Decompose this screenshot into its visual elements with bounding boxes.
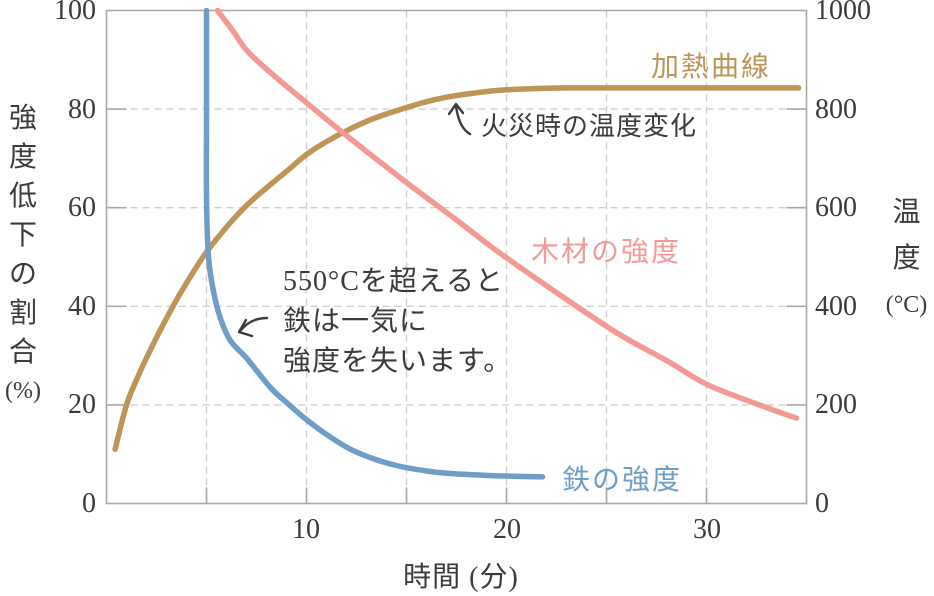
left-tick-label-80: 80 [68,94,96,125]
x-tick-label-30: 30 [693,514,721,545]
steel-annotation-line3: 強度を失います。 [283,346,513,377]
y-axis-title-right-char: 度 [892,243,921,274]
y-axis-title-left-char: 強 [8,103,37,134]
wood-strength-curve-label: 木材の強度 [531,237,682,268]
y-axis-title-left-char: 度 [8,142,37,173]
y-axis-title-right-char: 温 [892,197,921,228]
wood-curve [214,7,800,421]
arrow-to-heating-curve [454,104,472,136]
steel-annotation-line2: 鉄は一気に [283,306,429,337]
y-axis-title-left-char: (%) [5,378,41,404]
right-tick-label-0: 0 [815,488,829,519]
y-axis-title-left-char: の [8,259,37,290]
left-tick-label-60: 60 [68,192,96,223]
y-axis-title-left-char: 合 [8,337,37,368]
plot-border [105,9,808,505]
left-tick-label-20: 20 [68,389,96,420]
right-tick-label-1000: 1000 [815,0,871,26]
right-tick-label-800: 800 [815,94,857,125]
x-tick-label-20: 20 [493,514,521,545]
y-axis-title-right: 温度 (°C) [879,190,934,328]
left-tick-label-40: 40 [68,291,96,322]
heating-curve-label: 加熱曲線 [651,52,772,83]
left-tick-label-100: 100 [54,0,96,26]
arrow-to-steel-curve-head [237,318,254,338]
y-axis-title-left-char: 下 [8,220,37,251]
y-axis-title-left: 強度低下の割合 (%) [0,99,46,411]
y-axis-title-left-char: 割 [8,298,37,329]
steel-annotation: 550°Cを超えると 鉄は一気に 強度を失います。 [283,262,512,382]
heating-curve-annotation: 火災時の温度変化 [481,112,698,141]
y-axis-title-right-char: (°C) [885,292,928,318]
y-axis-title-left-char: 低 [8,181,37,212]
x-axis-title: 時間 (分) [403,562,519,593]
arrow-to-heating-curve-head [447,102,465,116]
left-tick-label-0: 0 [82,488,96,519]
right-tick-label-600: 600 [815,192,857,223]
heating-curve [112,85,802,453]
arrow-to-steel-curve [239,316,269,332]
right-tick-label-400: 400 [815,291,857,322]
x-tick-label-10: 10 [292,514,320,545]
steel-annotation-line1: 550°Cを超えると [283,266,505,297]
right-tick-label-200: 200 [815,389,857,420]
steel-curve [203,7,546,480]
steel-strength-curve-label: 鉄の強度 [562,465,683,496]
